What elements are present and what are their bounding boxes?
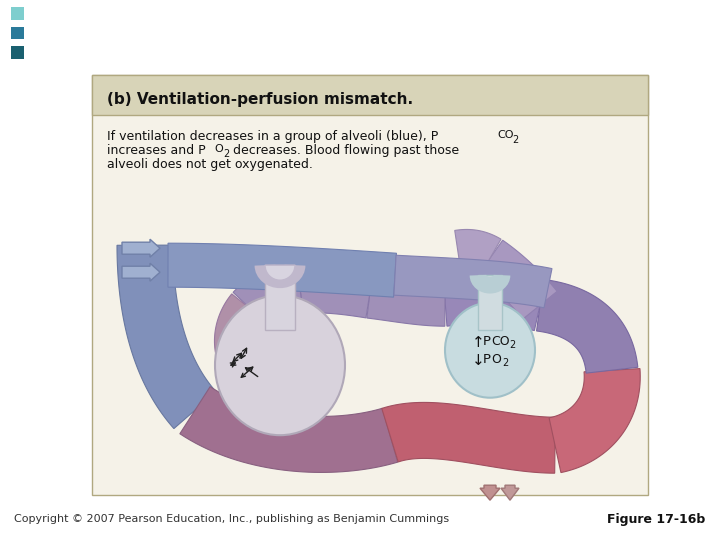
FancyBboxPatch shape <box>265 265 295 330</box>
FancyBboxPatch shape <box>92 75 648 115</box>
FancyArrow shape <box>501 485 519 500</box>
Polygon shape <box>382 402 555 473</box>
Polygon shape <box>366 266 445 326</box>
Polygon shape <box>477 240 557 319</box>
Polygon shape <box>549 369 640 472</box>
FancyArrow shape <box>480 485 500 500</box>
Polygon shape <box>117 245 216 429</box>
Polygon shape <box>180 387 397 472</box>
Polygon shape <box>215 294 272 359</box>
Text: (b) Ventilation-perfusion mismatch.: (b) Ventilation-perfusion mismatch. <box>107 92 413 107</box>
Ellipse shape <box>215 295 345 435</box>
Text: 2: 2 <box>502 358 508 368</box>
Text: 2: 2 <box>512 135 518 145</box>
Text: ↓: ↓ <box>472 353 485 368</box>
Text: decreases. Blood flowing past those: decreases. Blood flowing past those <box>229 144 459 157</box>
Text: ↑: ↑ <box>472 335 485 350</box>
Text: alveoli does not get oxygenated.: alveoli does not get oxygenated. <box>107 158 313 171</box>
FancyBboxPatch shape <box>11 46 24 59</box>
Text: 2: 2 <box>223 149 229 159</box>
Polygon shape <box>394 255 552 308</box>
FancyBboxPatch shape <box>92 75 648 495</box>
Text: Figure 17-16b: Figure 17-16b <box>608 512 706 526</box>
Polygon shape <box>297 261 374 318</box>
Polygon shape <box>168 243 397 297</box>
FancyBboxPatch shape <box>11 7 24 19</box>
Text: Ventilation: Ventilation <box>40 29 202 58</box>
FancyArrow shape <box>122 239 160 257</box>
Text: If ventilation decreases in a group of alveoli (blue), P: If ventilation decreases in a group of a… <box>107 130 438 143</box>
Polygon shape <box>536 279 638 373</box>
Polygon shape <box>217 346 294 422</box>
Text: Copyright © 2007 Pearson Education, Inc., publishing as Benjamin Cummings: Copyright © 2007 Pearson Education, Inc.… <box>14 514 449 524</box>
FancyArrow shape <box>122 263 160 281</box>
Text: O: O <box>491 353 501 366</box>
Wedge shape <box>265 265 295 280</box>
Polygon shape <box>455 230 501 277</box>
Polygon shape <box>233 262 303 328</box>
Polygon shape <box>443 273 546 330</box>
Text: CO: CO <box>491 335 510 348</box>
Text: P: P <box>483 335 491 348</box>
Ellipse shape <box>445 303 535 397</box>
Text: CO: CO <box>497 130 513 140</box>
Text: P: P <box>483 353 491 366</box>
Text: increases and P: increases and P <box>107 144 206 157</box>
FancyBboxPatch shape <box>478 275 502 330</box>
Text: O: O <box>214 144 222 154</box>
FancyBboxPatch shape <box>11 26 24 39</box>
Text: 2: 2 <box>509 340 516 350</box>
